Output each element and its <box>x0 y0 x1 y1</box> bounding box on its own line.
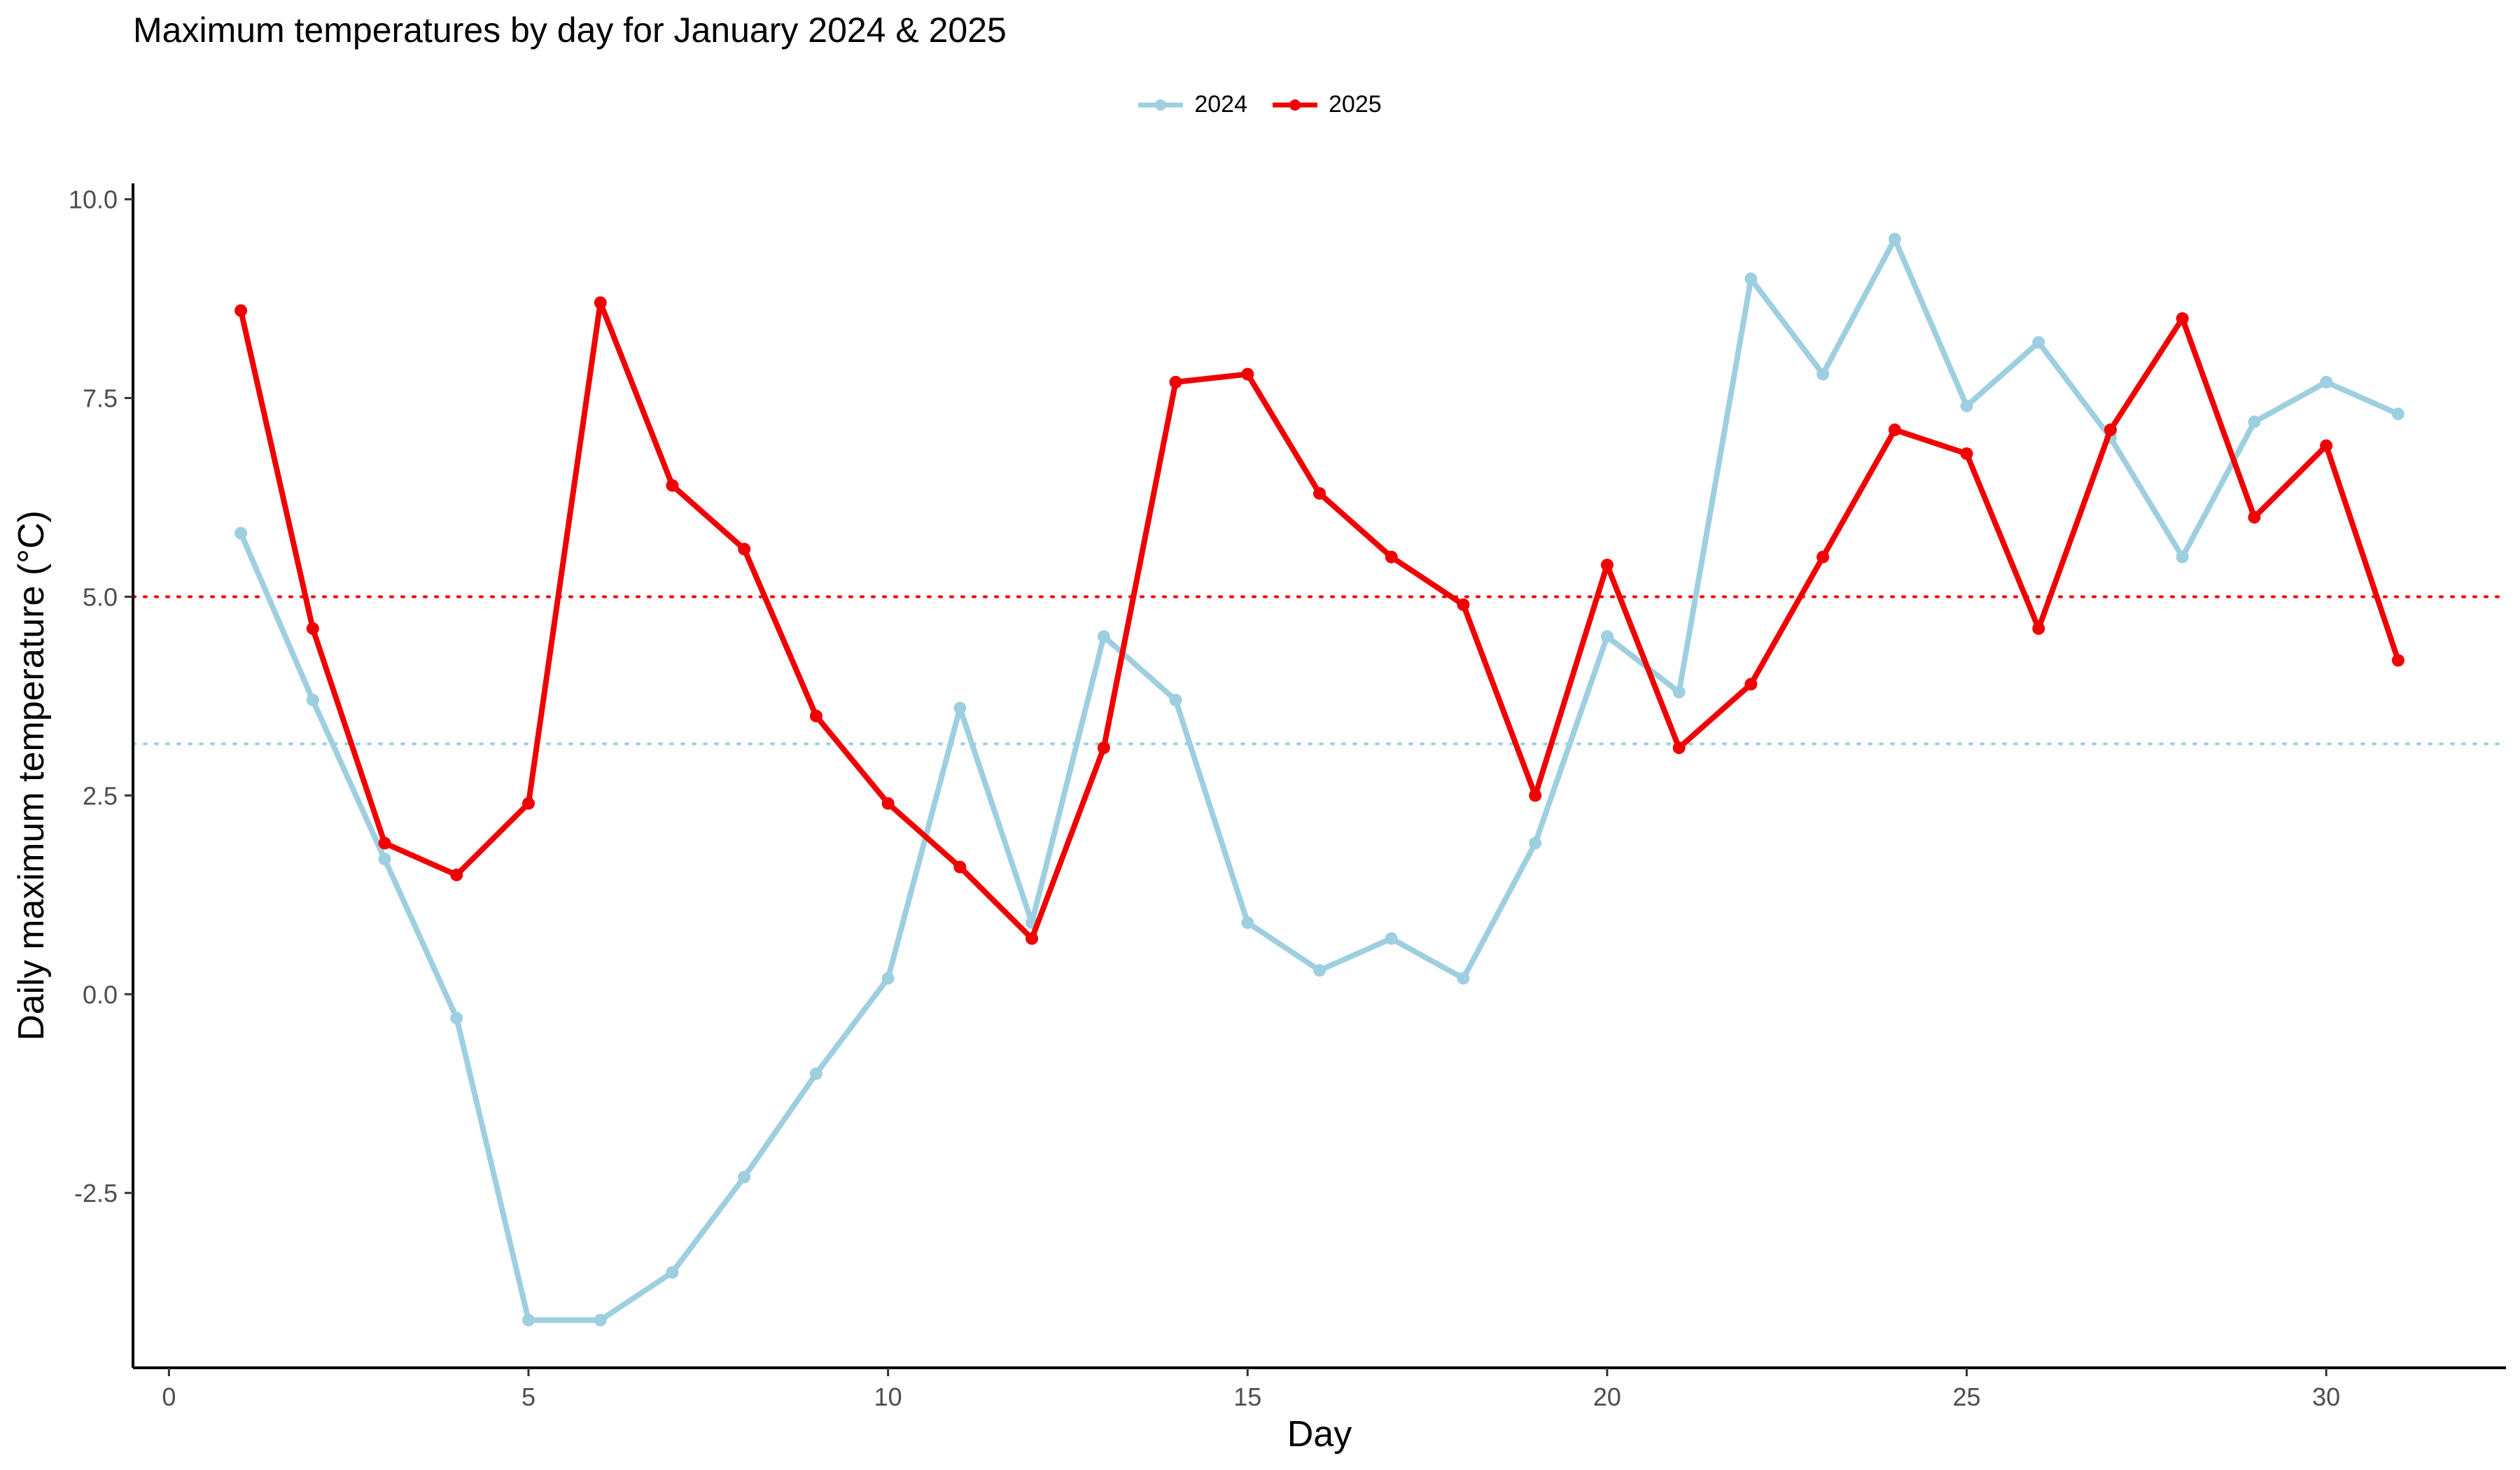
data-point-2024 <box>1097 630 1110 643</box>
y-tick-label: 10.0 <box>69 186 118 214</box>
data-point-2024 <box>809 1067 822 1080</box>
data-point-2025 <box>522 797 535 810</box>
data-point-2025 <box>1960 447 1973 461</box>
data-point-2024 <box>738 1170 751 1184</box>
data-point-2024 <box>666 1266 679 1279</box>
data-point-2024 <box>2320 375 2333 388</box>
data-point-2024 <box>1816 368 1830 381</box>
data-point-2024 <box>234 526 248 540</box>
x-tick-label: 5 <box>522 1382 536 1411</box>
data-point-2025 <box>666 479 679 492</box>
data-point-2025 <box>594 296 607 309</box>
data-point-2024 <box>953 701 967 715</box>
legend-item-2024: 2024 <box>1138 91 1247 118</box>
data-point-2025 <box>1385 550 1398 564</box>
data-point-2025 <box>1097 741 1110 755</box>
data-point-2024 <box>1672 685 1686 699</box>
data-point-2024 <box>881 972 895 985</box>
data-point-2024 <box>1241 916 1254 930</box>
data-point-2025 <box>1313 486 1326 500</box>
series-line-2024 <box>238 236 2401 1323</box>
data-point-2024 <box>2248 415 2261 428</box>
x-tick-label: 25 <box>1953 1382 1981 1411</box>
x-axis-title: Day <box>1287 1414 1352 1455</box>
data-point-2024 <box>1169 694 1182 707</box>
data-point-2024 <box>378 853 391 866</box>
data-point-2025 <box>1026 932 1039 945</box>
data-point-2025 <box>1529 789 1542 802</box>
data-point-2025 <box>1744 678 1758 691</box>
data-point-2024 <box>1744 272 1758 286</box>
data-point-2025 <box>2320 439 2333 452</box>
data-point-2025 <box>1672 741 1686 755</box>
data-point-2024 <box>2391 407 2404 421</box>
data-point-2025 <box>234 304 248 317</box>
series-line-2025 <box>238 300 2401 941</box>
data-point-2025 <box>2032 622 2045 635</box>
data-point-2024 <box>522 1313 535 1326</box>
data-point-2025 <box>1169 375 1182 388</box>
x-tick-label: 0 <box>162 1382 176 1411</box>
data-point-2024 <box>1529 836 1542 850</box>
data-point-2025 <box>2391 654 2404 667</box>
data-point-2025 <box>450 868 463 881</box>
data-point-2025 <box>809 709 822 722</box>
legend-item-2025: 2025 <box>1273 91 1382 118</box>
data-point-2024 <box>306 694 319 707</box>
data-point-2024 <box>2176 550 2189 564</box>
data-point-2024 <box>450 1011 463 1025</box>
y-tick-label: 0.0 <box>83 980 118 1009</box>
data-point-2024 <box>594 1313 607 1326</box>
chart-title: Maximum temperatures by day for January … <box>133 10 1007 50</box>
y-tick-label: 2.5 <box>83 781 118 810</box>
legend-swatch-2024 <box>1138 99 1184 111</box>
legend: 2024 2025 <box>0 91 2520 118</box>
data-point-2025 <box>378 836 391 850</box>
x-tick-label: 10 <box>874 1382 902 1411</box>
data-point-2024 <box>1600 630 1614 643</box>
x-tick-label: 20 <box>1593 1382 1621 1411</box>
x-tick-label: 15 <box>1233 1382 1261 1411</box>
legend-label-2025: 2025 <box>1329 91 1382 118</box>
data-point-2025 <box>1600 559 1614 572</box>
data-point-2025 <box>2176 312 2189 326</box>
data-point-2025 <box>1457 598 1470 611</box>
data-point-2024 <box>1385 932 1398 945</box>
data-point-2025 <box>953 860 967 874</box>
data-point-2025 <box>1816 550 1830 564</box>
data-point-2025 <box>2104 424 2117 437</box>
data-point-2024 <box>2032 336 2045 349</box>
data-point-2025 <box>1888 424 1901 437</box>
data-point-2025 <box>306 622 319 635</box>
legend-swatch-2025 <box>1273 99 1317 111</box>
y-axis-title: Daily maximum temperature (°C) <box>11 510 52 1041</box>
data-point-2025 <box>881 797 895 810</box>
data-point-2025 <box>2248 510 2261 524</box>
x-tick-label: 30 <box>2312 1382 2340 1411</box>
data-point-2024 <box>1960 399 1973 412</box>
data-point-2024 <box>1313 964 1326 977</box>
y-tick-label: 7.5 <box>83 384 118 413</box>
data-point-2025 <box>738 542 751 556</box>
data-point-2024 <box>1457 972 1470 985</box>
y-tick-label: -2.5 <box>74 1179 118 1208</box>
data-point-2025 <box>1241 368 1254 381</box>
y-tick-label: 5.0 <box>83 582 118 611</box>
data-point-2024 <box>1888 232 1901 246</box>
legend-label-2024: 2024 <box>1194 91 1247 118</box>
